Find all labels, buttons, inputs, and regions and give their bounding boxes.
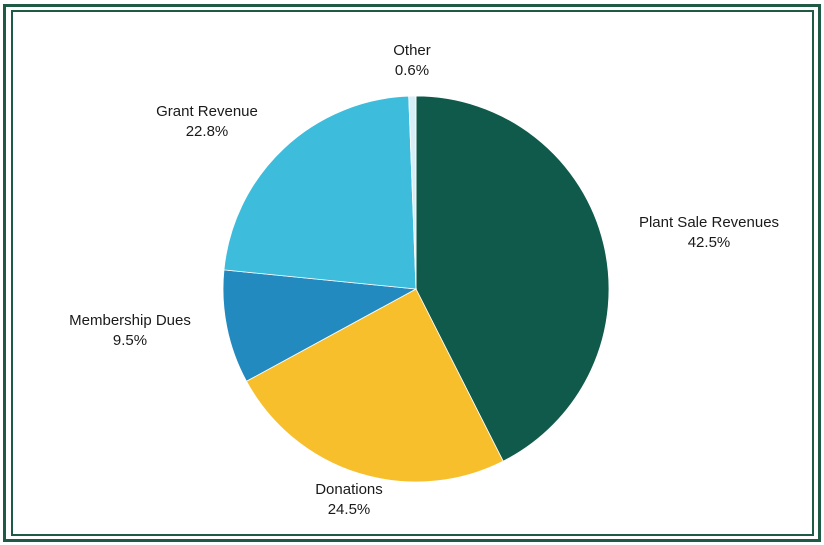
- slice-other: [408, 95, 417, 290]
- slice-donations: [245, 288, 504, 483]
- pie-labels: Plant Sale Revenues 42.5% Donations 24.5% Me…: [69, 42, 779, 518]
- outer-border: [3, 4, 821, 542]
- slice-grant-revenue: [223, 95, 417, 290]
- slice-label-membership-dues: Membership Dues: [69, 312, 191, 329]
- pie-slices: [222, 95, 610, 483]
- slice-value-membership-dues: 9.5%: [113, 332, 147, 349]
- inner-border: [11, 10, 814, 536]
- slice-plant-sale-revenues: [415, 95, 610, 462]
- slice-value-other: 0.6%: [395, 62, 429, 79]
- slice-label-grant-revenue: Grant Revenue: [156, 103, 258, 120]
- slice-value-donations: 24.5%: [328, 501, 371, 518]
- slice-label-donations: Donations: [315, 481, 383, 498]
- slice-value-plant-sale-revenues: 42.5%: [688, 234, 731, 251]
- slice-label-other: Other: [393, 42, 431, 59]
- slice-label-plant-sale-revenues: Plant Sale Revenues: [639, 214, 779, 231]
- slice-value-grant-revenue: 22.8%: [186, 123, 229, 140]
- slice-membership-dues: [222, 269, 418, 382]
